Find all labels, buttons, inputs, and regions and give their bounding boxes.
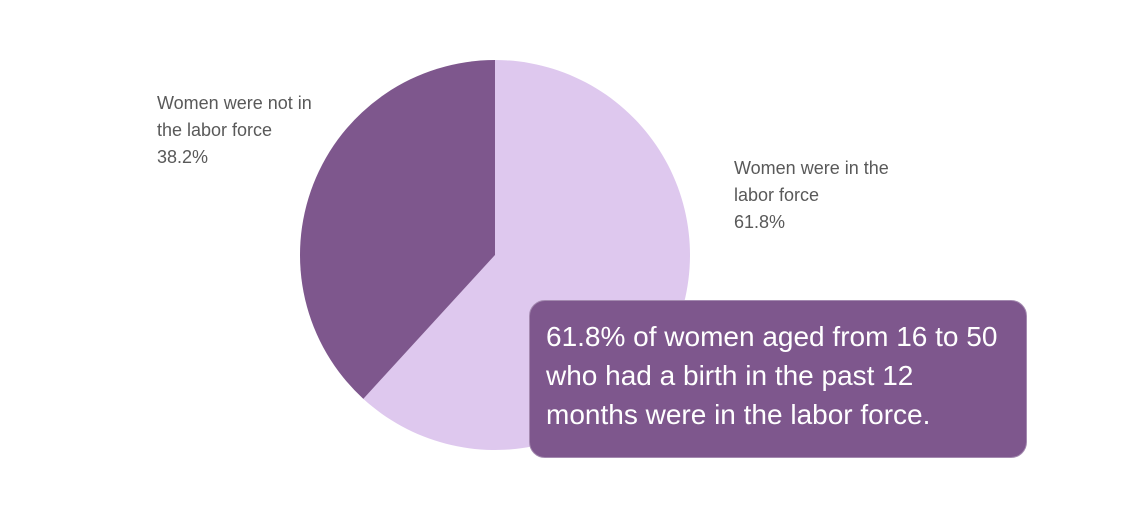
slice-label-value: 61.8% [734, 212, 786, 232]
pie-slice-not-in-labor-force [299, 59, 495, 399]
slice-label-value: 38.2% [157, 147, 209, 167]
summary-callout: 61.8% of women aged from 16 to 50 who ha… [529, 300, 1027, 458]
slice-label-not-in-labor-force: Women were not in the labor force 38.2% [157, 90, 327, 171]
slice-label-name: Women were in the labor force [734, 158, 889, 205]
slice-label-in-labor-force: Women were in the labor force 61.8% [734, 155, 919, 236]
slice-label-name: Women were not in the labor force [157, 93, 312, 140]
